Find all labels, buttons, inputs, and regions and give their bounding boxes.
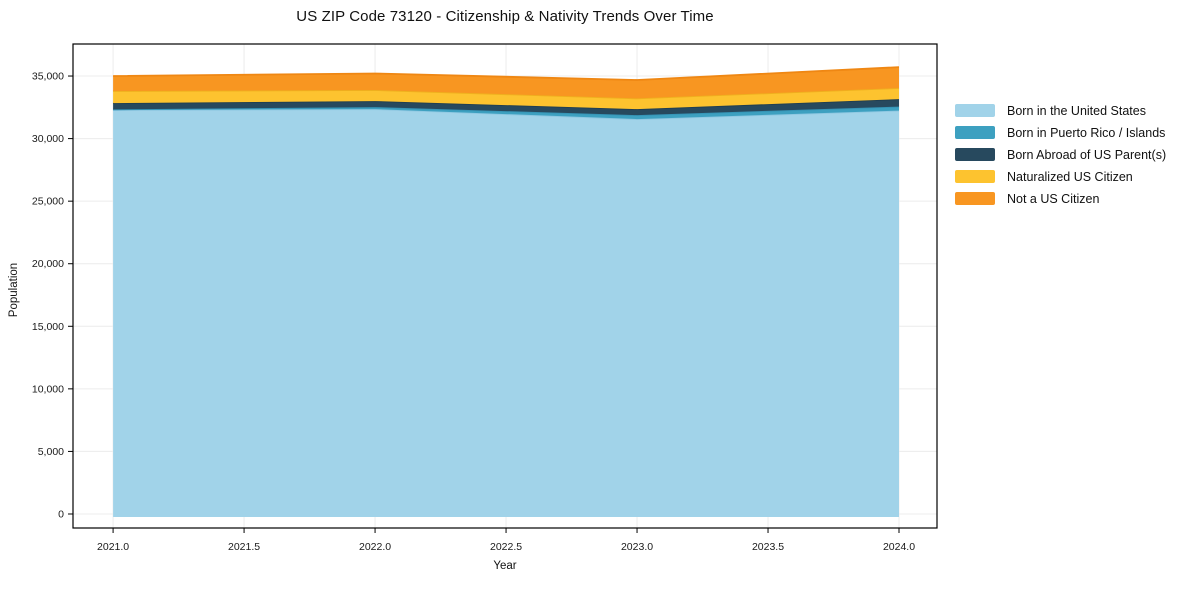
area-series-3 bbox=[113, 99, 900, 116]
x-axis-label: Year bbox=[493, 560, 517, 572]
y-axis-label: Population bbox=[8, 262, 20, 318]
legend-label: Born in Puerto Rico / Islands bbox=[1007, 125, 1166, 140]
legend-item-4: Naturalized US Citizen bbox=[955, 169, 1166, 184]
legend-item-1: Born in the United States bbox=[955, 103, 1166, 118]
y-tick-label: 35,000 bbox=[32, 71, 64, 83]
legend-item-5: Not a US Citizen bbox=[955, 191, 1166, 206]
area-edge-5 bbox=[113, 66, 900, 81]
legend-item-2: Born in Puerto Rico / Islands bbox=[955, 125, 1166, 140]
area-series-2 bbox=[113, 106, 900, 120]
legend-label: Born Abroad of US Parent(s) bbox=[1007, 147, 1167, 162]
x-tick-label: 2022.0 bbox=[359, 541, 391, 553]
y-tick-label: 30,000 bbox=[32, 133, 64, 145]
chart-title: US ZIP Code 73120 - Citizenship & Nativi… bbox=[296, 8, 714, 25]
area-series-1 bbox=[113, 109, 900, 517]
x-tick-label: 2022.5 bbox=[490, 541, 522, 553]
legend: Born in the United States Born in Puerto … bbox=[955, 103, 1167, 206]
legend-item-3: Born Abroad of US Parent(s) bbox=[955, 147, 1167, 162]
y-tick-label: 5,000 bbox=[38, 446, 64, 458]
legend-swatch-icon bbox=[955, 170, 995, 183]
area-series-4 bbox=[113, 88, 900, 110]
legend-label: Born in the United States bbox=[1007, 103, 1146, 118]
legend-swatch-icon bbox=[955, 126, 995, 139]
legend-label: Naturalized US Citizen bbox=[1007, 169, 1133, 184]
y-tick-label: 25,000 bbox=[32, 196, 64, 208]
y-tick-label: 20,000 bbox=[32, 258, 64, 270]
x-tick-label: 2021.0 bbox=[97, 541, 129, 553]
legend-swatch-icon bbox=[955, 148, 995, 161]
x-tick-label: 2023.5 bbox=[752, 541, 784, 553]
y-tick-label: 10,000 bbox=[32, 383, 64, 395]
x-tick-label: 2023.0 bbox=[621, 541, 653, 553]
x-tick-label: 2021.5 bbox=[228, 541, 260, 553]
x-tick-label: 2024.0 bbox=[883, 541, 915, 553]
legend-swatch-icon bbox=[955, 104, 995, 117]
legend-swatch-icon bbox=[955, 192, 995, 205]
legend-label: Not a US Citizen bbox=[1007, 191, 1100, 206]
plot-border bbox=[72, 43, 938, 529]
y-tick-label: 0 bbox=[58, 508, 64, 520]
y-tick-label: 15,000 bbox=[32, 321, 64, 333]
